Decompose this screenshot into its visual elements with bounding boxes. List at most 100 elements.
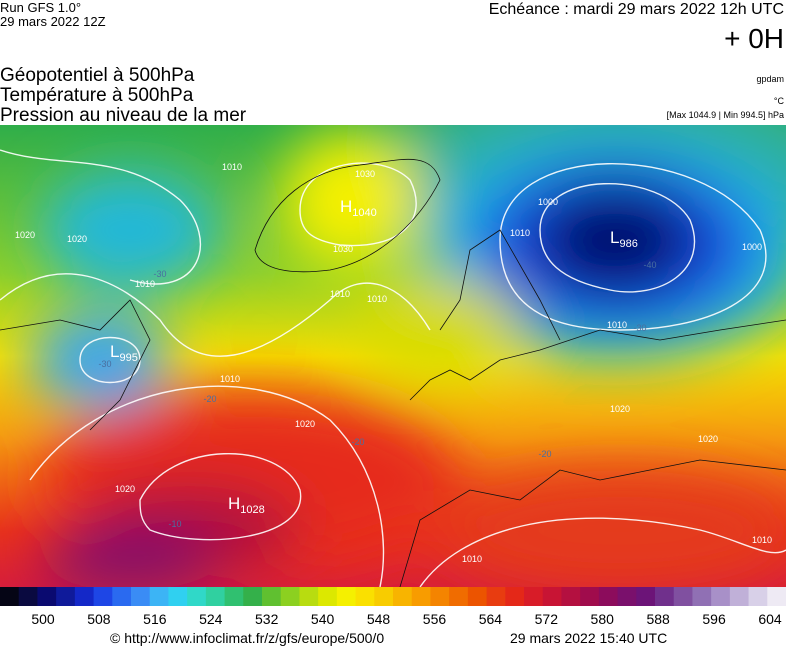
colorbar-swatch — [262, 587, 282, 606]
colorbar-swatch — [149, 587, 169, 606]
colorbar-swatch — [449, 587, 469, 606]
isobar-label: 1000 — [538, 197, 558, 207]
isobar-label: 1020 — [67, 234, 87, 244]
isobar-label: 1010 — [135, 279, 155, 289]
temperature-label: -10 — [168, 519, 181, 529]
colorbar-swatch — [318, 587, 338, 606]
colorbar-tick-label: 564 — [479, 611, 503, 627]
colorbar-swatch — [467, 587, 488, 606]
colorbar-swatch — [168, 587, 188, 606]
colorbar-tick-label: 548 — [367, 611, 391, 627]
colorbar-tick-label: 572 — [535, 611, 559, 627]
temperature-label: -20 — [203, 394, 216, 404]
colorbar-swatch — [205, 587, 226, 606]
colorbar-tick-label: 516 — [143, 611, 167, 627]
colorbar-tick-label: 556 — [423, 611, 447, 627]
colorbar-tick-label: 604 — [758, 611, 782, 627]
temperature-label: -20 — [538, 449, 551, 459]
source-url: © http://www.infoclimat.fr/z/gfs/europe/… — [110, 630, 384, 646]
colorbar-swatch — [18, 587, 38, 606]
pressure-center: L995 — [110, 342, 138, 364]
colorbar-swatch — [74, 587, 95, 606]
center-value: 986 — [619, 238, 637, 250]
unit-label: gpdam — [756, 74, 784, 84]
temperature-label: -30 — [153, 269, 166, 279]
colorbar-swatch — [411, 587, 431, 606]
colorbar-swatch — [655, 587, 675, 606]
run-date: 29 mars 2022 12Z — [0, 14, 106, 29]
colorbar-swatch — [692, 587, 712, 606]
isobar-label: 1010 — [752, 535, 772, 545]
colorbar-tick-label: 596 — [702, 611, 726, 627]
isobar-label: 1020 — [15, 230, 35, 240]
colorbar-swatch — [393, 587, 413, 606]
colorbar-tick-label: 500 — [31, 611, 55, 627]
field-label: Pression au niveau de la mer — [0, 105, 247, 126]
colorbar-swatch — [748, 587, 768, 606]
field-label: Géopotentiel à 500hPa — [0, 65, 195, 86]
isobar-label: 1010 — [462, 554, 482, 564]
colorbar-swatch — [56, 587, 76, 606]
colorbar-tick-label: 524 — [199, 611, 223, 627]
center-value: 1040 — [352, 207, 376, 219]
pressure-center: H1040 — [340, 197, 377, 219]
colorbar-swatch — [0, 587, 20, 606]
pressure-range: [Max 1044.9 | Min 994.5] hPa — [667, 110, 784, 120]
colorbar-swatch — [767, 587, 786, 606]
colorbar-swatch — [636, 587, 656, 606]
colorbar-swatch — [299, 587, 319, 606]
isobar-label: 1020 — [698, 434, 718, 444]
colorbar-swatch — [430, 587, 450, 606]
timestamp: 29 mars 2022 15:40 UTC — [510, 630, 667, 646]
colorbar-tick-label: 588 — [646, 611, 670, 627]
colorbar-swatch — [542, 587, 562, 606]
colorbar-swatch — [673, 587, 693, 606]
colorbar-tick-label: 580 — [591, 611, 615, 627]
temperature-label: -30 — [633, 323, 646, 333]
colorbar-swatch — [580, 587, 600, 606]
isobar-label: 1010 — [607, 320, 627, 330]
colorbar-swatch — [486, 587, 506, 606]
temperature-label: -20 — [351, 437, 364, 447]
colorbar-swatch — [524, 587, 544, 606]
colorbar-tick-label: 532 — [255, 611, 279, 627]
colorbar-swatch — [617, 587, 637, 606]
colorbar-swatch — [561, 587, 581, 606]
colorbar-swatch — [37, 587, 57, 606]
isobar-label: 1020 — [610, 404, 630, 414]
colorbar-swatch — [374, 587, 394, 606]
center-letter: L — [110, 342, 119, 361]
center-letter: H — [340, 197, 352, 216]
colorbar-swatch — [131, 587, 151, 606]
colorbar-swatch — [598, 587, 619, 606]
isobar-label: 1000 — [742, 242, 762, 252]
colorbar-swatch — [336, 587, 357, 606]
isobar-label: 1030 — [333, 244, 353, 254]
colorbar-swatch — [711, 587, 731, 606]
pressure-center: L986 — [610, 228, 638, 250]
isobar-label: 1010 — [220, 374, 240, 384]
colorbar-swatch — [505, 587, 525, 606]
lead-time: + 0H — [724, 23, 784, 54]
center-value: 1028 — [240, 504, 264, 516]
field-label: Température à 500hPa — [0, 85, 194, 106]
colorbar-swatch — [280, 587, 300, 606]
isobar-label: 1020 — [295, 419, 315, 429]
temperature-label: -40 — [643, 260, 656, 270]
map-field — [0, 125, 786, 587]
forecast-time: Echéance : mardi 29 mars 2022 12h UTC — [489, 1, 784, 18]
isobar-label: 1030 — [355, 169, 375, 179]
colorbar-swatch — [187, 587, 207, 606]
isobar-label: 1010 — [222, 162, 242, 172]
colorbar-swatch — [112, 587, 132, 606]
temperature-label: -30 — [98, 359, 111, 369]
colorbar-swatch — [243, 587, 263, 606]
pressure-center: H1028 — [228, 494, 265, 516]
colorbar-swatch — [729, 587, 750, 606]
center-letter: H — [228, 494, 240, 513]
isobar-label: 1010 — [330, 289, 350, 299]
isobar-label: 1010 — [510, 228, 530, 238]
isobar-label: 1010 — [367, 294, 387, 304]
